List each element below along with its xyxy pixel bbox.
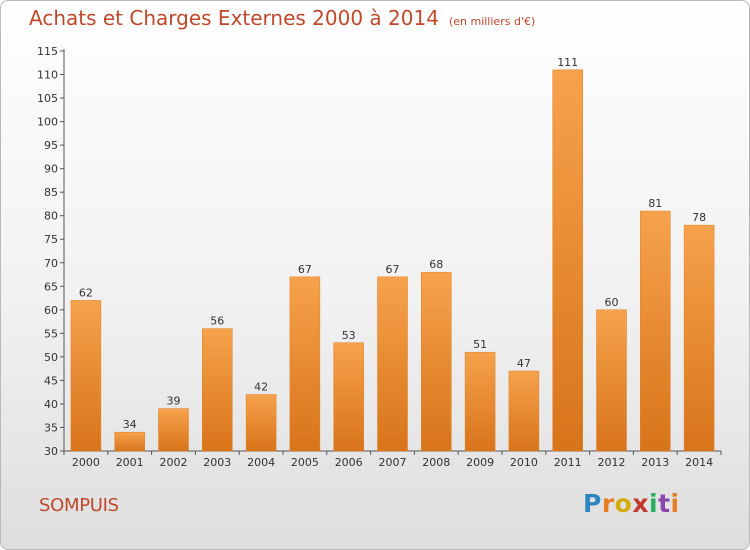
bar-2011 — [552, 69, 583, 452]
x-tick-label: 2000 — [72, 456, 100, 469]
y-tick-label: 85 — [44, 186, 58, 199]
bar-value-label: 67 — [386, 263, 400, 276]
bar-value-label: 53 — [342, 329, 356, 342]
x-tick-label: 2005 — [291, 456, 319, 469]
logo-letter: P — [583, 489, 602, 518]
x-tick-label: 2008 — [422, 456, 450, 469]
title-text: Achats et Charges Externes 2000 à 2014 — [29, 6, 439, 30]
y-tick-label: 115 — [37, 45, 58, 58]
bar-2010 — [508, 370, 540, 452]
bar-2004 — [245, 394, 277, 452]
y-tick-label: 60 — [44, 304, 58, 317]
bar-2003 — [202, 328, 233, 452]
y-tick-label: 30 — [44, 445, 58, 458]
proxiti-logo[interactable]: Proxiti — [583, 489, 680, 518]
bar-2008 — [421, 271, 452, 452]
logo-letter: x — [632, 489, 649, 518]
y-tick-label: 80 — [44, 210, 58, 223]
bar-2013 — [640, 210, 671, 452]
chart-title: Achats et Charges Externes 2000 à 2014 (e… — [29, 6, 535, 30]
bar-value-label: 34 — [123, 418, 137, 431]
y-tick-label: 75 — [44, 233, 58, 246]
x-tick-label: 2003 — [203, 456, 231, 469]
bar-value-label: 39 — [167, 395, 181, 408]
bars: 62 34 39 56 42 67 53 67 68 51 47 111 60 81 78 — [70, 56, 715, 452]
chart-subtitle: (en milliers d'€) — [448, 15, 536, 28]
x-tick-label: 2002 — [160, 456, 188, 469]
logo-letter: i — [670, 489, 680, 518]
x-tick-label: 2014 — [685, 456, 713, 469]
bar-2009 — [464, 351, 496, 452]
bar-value-label: 47 — [517, 357, 531, 370]
axes: 30 35 40 45 50 55 60 65 70 75 80 85 90 95 100 105 110 115… — [37, 45, 722, 469]
x-tick-label: 2011 — [554, 456, 582, 469]
logo-letter: t — [658, 489, 671, 518]
y-tick-label: 35 — [44, 421, 58, 434]
bar-value-label: 111 — [557, 56, 578, 69]
y-tick-label: 70 — [44, 257, 58, 270]
bar-2014 — [683, 224, 715, 452]
bar-2012 — [596, 309, 627, 452]
bar-value-label: 42 — [254, 381, 268, 394]
bar-value-label: 68 — [429, 258, 443, 271]
y-tick-label: 40 — [44, 398, 58, 411]
x-tick-label: 2006 — [335, 456, 363, 469]
bar-value-label: 67 — [298, 263, 312, 276]
y-tick-label: 110 — [37, 69, 58, 82]
y-tick-label: 65 — [44, 280, 58, 293]
bar-value-label: 62 — [79, 286, 93, 299]
bar-2005 — [289, 276, 321, 452]
x-tick-label: 2013 — [641, 456, 669, 469]
y-tick-label: 100 — [37, 116, 58, 129]
x-tick-label: 2004 — [247, 456, 275, 469]
y-tick-label: 55 — [44, 327, 58, 340]
bar-2002 — [158, 408, 189, 452]
x-tick-label: 2010 — [510, 456, 538, 469]
town-name: SOMPUIS — [39, 495, 119, 516]
bar-value-label: 81 — [648, 197, 662, 210]
bar-value-label: 60 — [605, 296, 619, 309]
logo-letter: r — [601, 489, 615, 518]
logo-letter: o — [614, 489, 633, 518]
y-tick-label: 95 — [44, 139, 58, 152]
bar-value-label: 56 — [210, 315, 224, 328]
y-tick-label: 45 — [44, 374, 58, 387]
y-tick-label: 90 — [44, 163, 58, 176]
x-tick-label: 2012 — [598, 456, 626, 469]
x-tick-label: 2007 — [379, 456, 407, 469]
bar-2001 — [114, 431, 145, 452]
bar-2006 — [333, 342, 364, 452]
logo-letter: i — [649, 489, 659, 518]
bar-2007 — [377, 276, 408, 452]
bar-2000 — [70, 300, 102, 452]
bar-value-label: 78 — [692, 211, 706, 224]
x-tick-label: 2009 — [466, 456, 494, 469]
y-tick-label: 105 — [37, 92, 58, 105]
y-tick-label: 50 — [44, 351, 58, 364]
bar-value-label: 51 — [473, 338, 487, 351]
x-tick-label: 2001 — [116, 456, 144, 469]
